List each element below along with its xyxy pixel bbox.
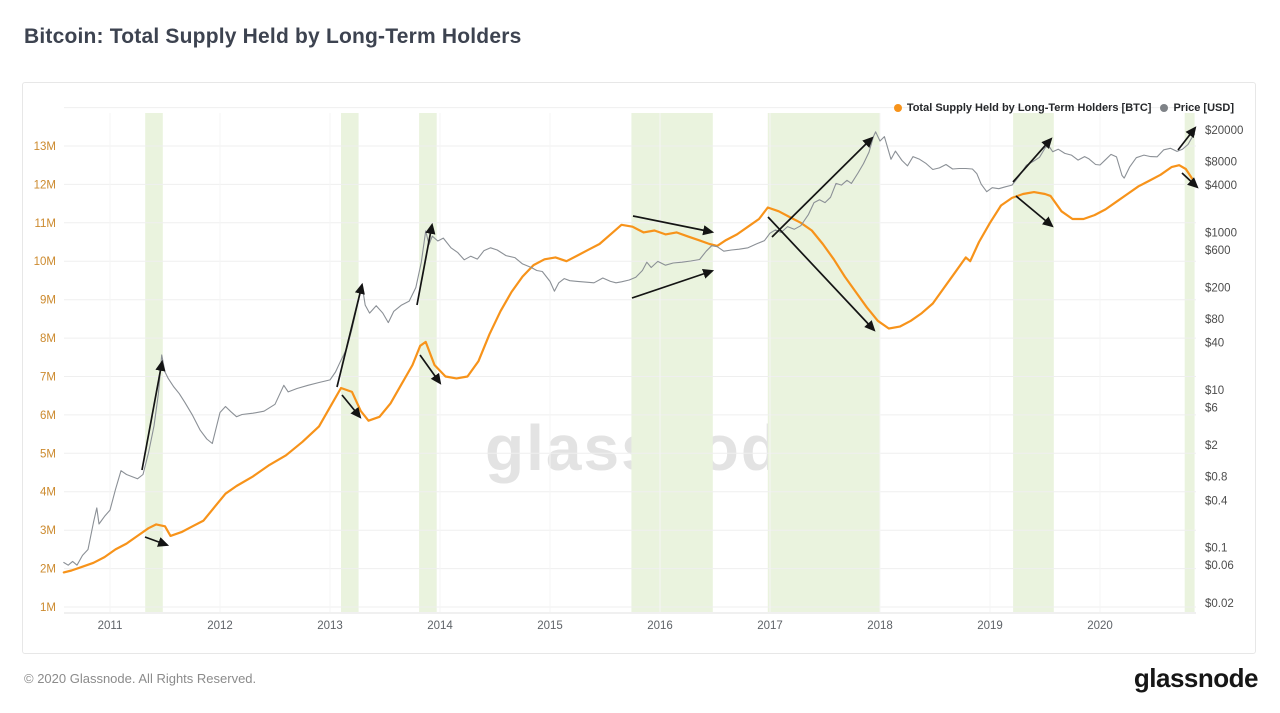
copyright-text: © 2020 Glassnode. All Rights Reserved. [24,671,257,686]
chart-card: glassnode [22,82,1256,654]
legend-label-price: Price [USD] [1173,102,1234,114]
page-title: Bitcoin: Total Supply Held by Long-Term … [24,25,522,48]
chart-legend: Total Supply Held by Long-Term Holders [… [893,102,1234,114]
glassnode-logo: glassnode [1133,663,1259,693]
legend-item-supply[interactable]: Total Supply Held by Long-Term Holders [… [893,102,1152,114]
legend-swatch-price-icon [1160,104,1169,112]
legend-swatch-supply-icon [893,104,902,112]
glassnode-watermark: glassnode [485,412,820,484]
legend-label-supply: Total Supply Held by Long-Term Holders [… [906,102,1152,114]
legend-item-price[interactable]: Price [USD] [1160,102,1234,114]
